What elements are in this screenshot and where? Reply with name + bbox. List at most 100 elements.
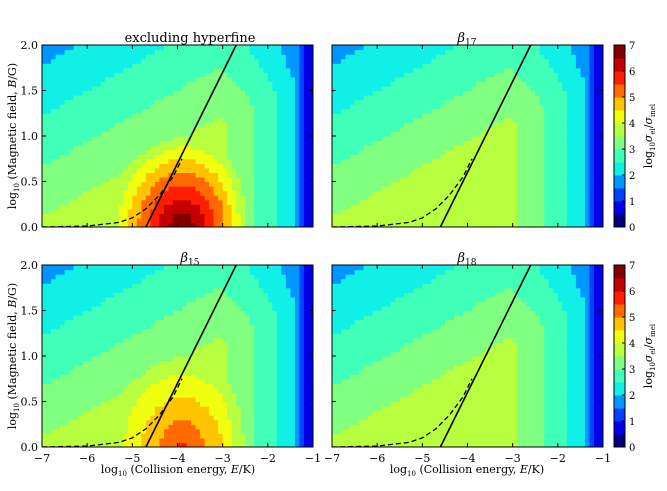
contour-cell <box>236 208 242 214</box>
contour-cell <box>249 67 255 73</box>
contour-cell <box>105 204 111 210</box>
contour-cell <box>46 278 52 284</box>
contour-cell <box>490 204 496 210</box>
contour-cell <box>46 383 52 389</box>
contour-cell <box>426 158 432 164</box>
contour-cell <box>426 85 432 92</box>
contour-cell <box>503 204 509 210</box>
contour-cell <box>240 136 246 142</box>
contour-cell <box>426 104 432 110</box>
contour-cell <box>51 410 57 416</box>
contour-cell <box>490 76 496 82</box>
contour-cell <box>249 54 255 60</box>
contour-cell <box>345 90 351 96</box>
contour-cell <box>263 72 269 78</box>
contour-cell <box>69 104 75 110</box>
contour-cell <box>114 208 120 214</box>
contour-cell <box>78 199 84 205</box>
contour-cell <box>395 108 401 114</box>
contour-cell <box>285 181 292 187</box>
contour-cell <box>530 217 536 224</box>
contour-cell <box>60 195 66 201</box>
contour-cell <box>386 149 392 155</box>
contour-cell <box>109 131 115 137</box>
contour-cell <box>440 158 446 164</box>
contour-cell <box>508 122 514 128</box>
contour-cell <box>69 90 75 96</box>
contour-cell <box>589 63 595 69</box>
contour-cell <box>267 195 273 201</box>
contour-cell <box>598 126 603 133</box>
contour-cell <box>512 149 518 155</box>
contour-cell <box>163 199 170 205</box>
contour-cell <box>290 190 296 196</box>
contour-cell <box>236 45 242 51</box>
contour-cell <box>258 67 264 73</box>
contour-cell <box>209 195 215 201</box>
contour-cell <box>539 149 545 155</box>
contour-cell <box>341 222 347 227</box>
contour-cell <box>354 181 360 187</box>
contour-cell <box>145 126 151 133</box>
contour-cell <box>204 186 210 192</box>
contour-cell <box>562 208 568 214</box>
contour-cell <box>544 213 550 219</box>
contour-cell <box>422 208 428 214</box>
contour-cell <box>209 186 215 192</box>
contour-cell <box>598 195 603 201</box>
contour-cell <box>42 49 48 55</box>
contour-cell <box>272 108 278 114</box>
contour-cell <box>141 181 147 187</box>
contour-cell <box>562 149 568 155</box>
contour-cell <box>136 126 142 133</box>
contour-cell <box>377 58 383 64</box>
contour-cell <box>91 99 97 105</box>
contour-cell <box>462 122 469 128</box>
contour-cell <box>82 149 88 155</box>
contour-cell <box>535 208 541 214</box>
contour-cell <box>303 145 310 151</box>
contour-cell <box>227 176 233 183</box>
contour-cell <box>449 90 455 96</box>
contour-cell <box>526 222 532 227</box>
contour-cell <box>249 172 255 178</box>
contour-cell <box>426 113 432 119</box>
contour-cell <box>209 181 215 187</box>
contour-cell <box>372 113 378 119</box>
contour-cell <box>467 195 473 201</box>
contour-cell <box>222 67 228 73</box>
contour-cell <box>145 131 151 137</box>
contour-cell <box>580 99 586 105</box>
contour-cell <box>168 63 174 69</box>
contour-cell <box>100 195 106 201</box>
contour-cell <box>413 176 419 183</box>
contour-cell <box>191 140 197 146</box>
contour-cell <box>598 204 603 210</box>
contour-cell <box>118 63 124 69</box>
contour-cell <box>245 81 251 87</box>
contour-cell <box>426 222 432 227</box>
contour-cell <box>213 58 219 64</box>
contour-cell <box>290 58 296 64</box>
contour-cell <box>472 172 478 178</box>
contour-cell <box>100 154 106 160</box>
contour-cell <box>557 113 563 119</box>
contour-cell <box>55 186 61 192</box>
contour-cell <box>258 136 264 142</box>
contour-cell <box>231 117 237 123</box>
contour-cell <box>159 140 165 146</box>
contour-cell <box>46 104 52 110</box>
contour-cell <box>359 104 365 110</box>
contour-cell <box>195 154 201 160</box>
contour-cell <box>114 136 120 142</box>
contour-cell <box>195 67 201 73</box>
contour-cell <box>593 190 600 196</box>
contour-cell <box>55 415 61 421</box>
contour-cell <box>163 140 170 146</box>
contour-cell <box>105 186 111 192</box>
contour-cell <box>359 167 365 173</box>
contour-cell <box>290 204 296 210</box>
contour-cell <box>177 149 183 155</box>
contour-cell <box>417 181 423 187</box>
contour-cell <box>254 176 260 183</box>
